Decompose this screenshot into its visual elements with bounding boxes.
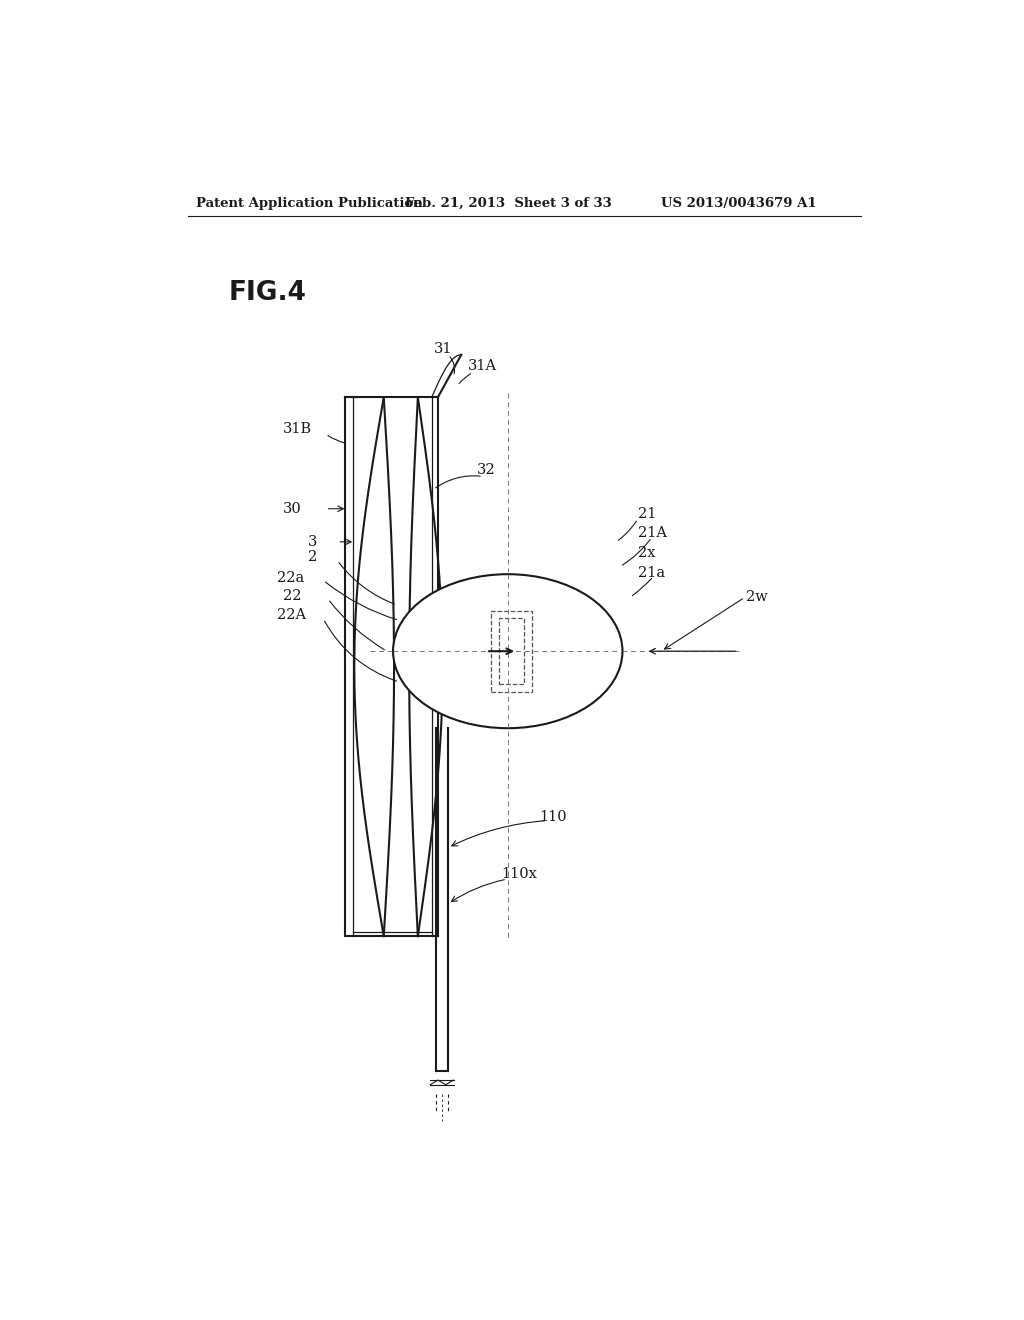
Text: 110: 110: [540, 809, 567, 824]
Bar: [492, 611, 531, 692]
Text: 21a: 21a: [638, 566, 665, 579]
Bar: [500, 619, 524, 684]
Text: 2: 2: [308, 550, 317, 564]
Text: 22a: 22a: [276, 572, 304, 585]
Text: 22: 22: [283, 589, 301, 603]
Text: 2w: 2w: [746, 590, 768, 605]
Ellipse shape: [393, 574, 623, 729]
Text: 3: 3: [308, 535, 317, 549]
Text: 22A: 22A: [276, 609, 306, 622]
Text: 21: 21: [638, 507, 656, 521]
Text: 31B: 31B: [283, 422, 312, 437]
Text: Feb. 21, 2013  Sheet 3 of 33: Feb. 21, 2013 Sheet 3 of 33: [406, 197, 612, 210]
Text: 31A: 31A: [467, 359, 497, 374]
Text: Patent Application Publication: Patent Application Publication: [197, 197, 423, 210]
Text: 30: 30: [283, 502, 302, 516]
Text: 110x: 110x: [501, 867, 537, 882]
Text: 31: 31: [434, 342, 453, 356]
Text: 2x: 2x: [638, 545, 655, 560]
Text: 32: 32: [477, 463, 496, 478]
Text: 21A: 21A: [638, 525, 667, 540]
Text: US 2013/0043679 A1: US 2013/0043679 A1: [662, 197, 817, 210]
Text: FIG.4: FIG.4: [228, 280, 306, 306]
